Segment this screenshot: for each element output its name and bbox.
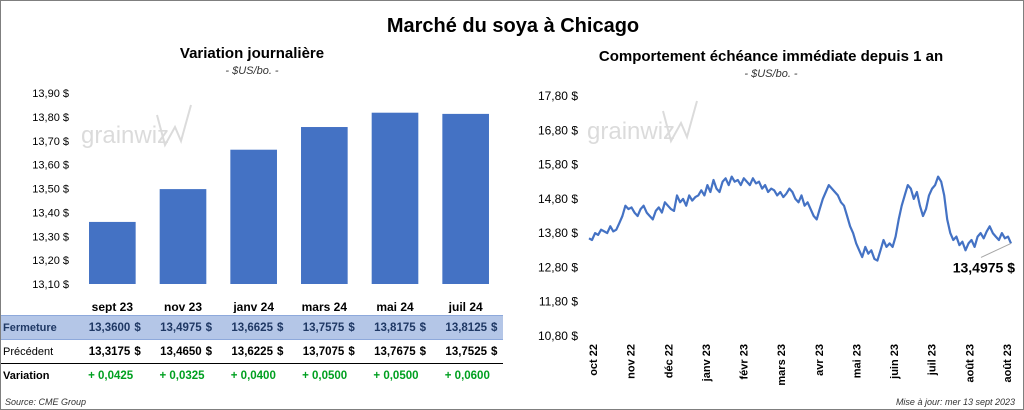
table-cell-value: 13,4650 (146, 339, 204, 364)
line-chart-subtitle: - $US/bo. - (744, 68, 798, 80)
bar (371, 112, 419, 285)
line-x-tick-label: janv 23 (701, 344, 713, 382)
table-cell-variation: + 0,0600 (431, 363, 503, 388)
bar-chart-title: Variation journalière (179, 45, 325, 62)
table-cell-currency: $ (274, 339, 289, 364)
bar-category-label: mai 24 (376, 300, 414, 313)
table-cell-variation: + 0,0425 (75, 363, 147, 388)
last-value-label: 13,4975 $ (953, 259, 1015, 275)
grainwiz-watermark: grainwiz (587, 100, 698, 145)
watermark-mark (662, 100, 698, 144)
line-x-tick-label: août 23 (964, 344, 976, 383)
table-cell-currency: $ (346, 339, 361, 364)
table-cell-value: 13,7675 (360, 339, 418, 364)
table-row: Précédent 13,3175 $13,4650 $13,6225 $13,7075… (1, 339, 503, 364)
table-row: Fermeture 13,3600 $13,4975 $13,6625 $13,7575… (1, 315, 503, 340)
line-x-tick-label: oct 22 (588, 344, 600, 376)
table-cell-currency: $ (346, 315, 361, 340)
table-cell-variation: + 0,0500 (360, 363, 432, 388)
table-row: Variation + 0,0425 + 0,0325 + 0,0400 + 0,050… (1, 363, 503, 388)
line-x-tick-label: mars 23 (776, 344, 788, 386)
watermark-mark (156, 104, 192, 148)
table-cell-currency: $ (417, 339, 432, 364)
table-cell-value: 13,7575 (288, 315, 347, 340)
bar-chart-subtitle: - $US/bo. - (225, 65, 279, 77)
bar-category-label: nov 23 (164, 300, 202, 313)
line-y-tick-label: 16,80 $ (538, 123, 578, 137)
line-x-tick-label: déc 22 (663, 344, 675, 378)
line-x-tick-label: févr 23 (739, 344, 751, 379)
table-cell-currency: $ (203, 315, 218, 340)
line-x-tick-label: juil 23 (927, 344, 939, 376)
bar-category-label: juil 24 (448, 300, 483, 313)
last-value-leader (980, 242, 1012, 258)
line-y-tick-label: 10,80 $ (538, 329, 578, 343)
table-cell-value: 13,7075 (288, 339, 347, 364)
price-line (588, 175, 1013, 262)
table-cell-variation: + 0,0400 (217, 363, 289, 388)
bar-category-label: sept 23 (92, 300, 134, 313)
line-x-tick-label: nov 22 (626, 344, 638, 379)
bar (159, 189, 207, 284)
bar-y-tick-label: 13,40 $ (32, 207, 69, 219)
watermark-text: grainwiz (81, 122, 169, 149)
row-label: Variation (1, 363, 75, 388)
table-cell-currency: $ (489, 315, 503, 340)
bar-category-label: janv 24 (232, 300, 274, 313)
table-cell-currency: $ (274, 315, 289, 340)
line-chart: grainwiz 10,80 $ 11,80 $ 12,80 $ 13,80 $ 14,8… (538, 89, 1015, 386)
bar-y-tick-label: 13,30 $ (32, 231, 69, 243)
line-x-tick-label: juin 23 (889, 344, 901, 380)
line-y-tick-label: 15,80 $ (538, 158, 578, 172)
table-cell-currency: $ (203, 339, 218, 364)
bar (301, 127, 348, 284)
bar-y-tick-label: 13,80 $ (32, 112, 69, 124)
bar-y-tick-label: 13,70 $ (32, 136, 69, 148)
price-table: Fermeture 13,3600 $13,4975 $13,6625 $13,7575… (1, 315, 503, 388)
bar (89, 221, 136, 284)
row-label: Fermeture (1, 315, 75, 340)
table-cell-value: 13,4975 (146, 315, 204, 340)
page-title: Marché du soya à Chicago (386, 15, 640, 37)
bar-y-tick-label: 13,20 $ (32, 255, 69, 267)
line-x-tick-label: août 23 (1002, 344, 1014, 383)
source-note: Source: CME Group (5, 397, 87, 407)
bar (442, 113, 489, 284)
bar-y-tick-label: 13,10 $ (32, 279, 69, 291)
table-cell-value: 13,8175 (360, 315, 418, 340)
table-cell-variation: + 0,0500 (288, 363, 361, 388)
table-cell-currency: $ (417, 315, 432, 340)
line-chart-title: Comportement échéance immédiate depuis 1… (598, 48, 944, 65)
line-y-tick-label: 17,80 $ (538, 89, 578, 103)
bar-y-tick-label: 13,50 $ (32, 184, 69, 196)
table-cell-value: 13,3600 (75, 315, 133, 340)
bar-chart: grainwiz 13,10 $ 13,20 $ 13,30 $ 13,40 $ 13,5… (32, 88, 489, 313)
line-x-tick-label: mai 23 (851, 344, 863, 378)
table-cell-currency: $ (489, 339, 503, 364)
table-cell-value: 13,6625 (217, 315, 275, 340)
row-label: Précédent (1, 339, 75, 364)
grainwiz-watermark: grainwiz (81, 104, 192, 149)
table-cell-currency: $ (132, 339, 147, 364)
line-y-tick-label: 11,80 $ (539, 295, 578, 309)
table-cell-value: 13,7525 (431, 339, 489, 364)
bar (230, 149, 277, 284)
line-y-tick-label: 13,80 $ (538, 226, 578, 240)
update-note: Mise à jour: mer 13 sept 2023 (895, 397, 1015, 407)
table-cell-value: 13,8125 (431, 315, 489, 340)
table-cell-value: 13,6225 (217, 339, 275, 364)
watermark-text: grainwiz (587, 118, 675, 145)
table-cell-variation: + 0,0325 (146, 363, 218, 388)
line-y-tick-label: 12,80 $ (538, 260, 578, 274)
line-y-tick-label: 14,80 $ (538, 192, 578, 206)
table-cell-currency: $ (132, 315, 147, 340)
bar-category-label: mars 24 (302, 300, 348, 313)
line-x-tick-label: avr 23 (814, 344, 826, 376)
table-cell-value: 13,3175 (75, 339, 133, 364)
bar-y-tick-label: 13,60 $ (32, 160, 69, 172)
bar-y-tick-label: 13,90 $ (32, 88, 69, 100)
